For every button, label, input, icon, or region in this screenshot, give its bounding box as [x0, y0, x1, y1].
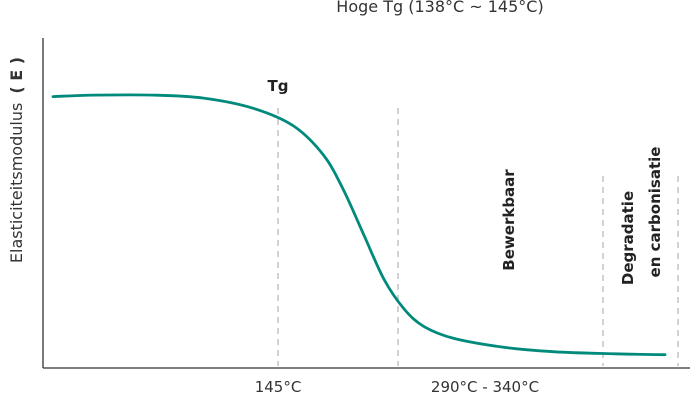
x-tick-label-290-340: 290°C - 340°C: [431, 378, 539, 396]
y-axis-label-unit: ( E ): [7, 57, 26, 94]
y-axis-label-text: Elasticiteitsmodulus: [7, 103, 26, 263]
x-tick-label-145: 145°C: [255, 378, 302, 396]
processable-label: Bewerkbaar: [500, 169, 518, 271]
chart-title: Hoge Tg (138°C ~ 145°C): [336, 0, 543, 16]
modulus-curve: [51, 93, 667, 357]
degradation-label-line2: en carbonisatie: [646, 147, 664, 278]
degradation-label-line1: Degradatie: [619, 191, 637, 285]
tg-label: Tg: [268, 77, 289, 95]
y-axis-label: Elasticiteitsmodulus ( E ): [7, 57, 26, 263]
